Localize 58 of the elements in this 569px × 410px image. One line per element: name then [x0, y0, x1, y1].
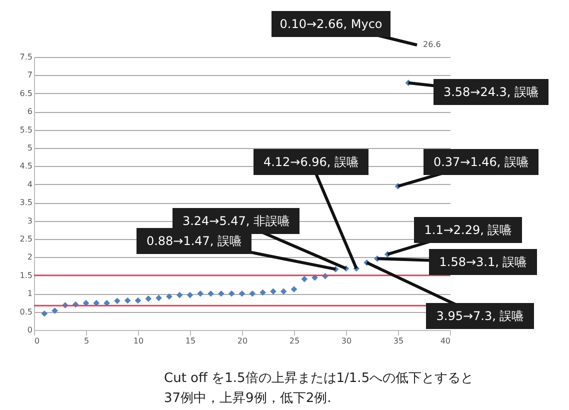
y-tick-label: 0.5 [20, 307, 32, 316]
x-tick-label: 25 [289, 336, 300, 346]
y-tick-label: 5.5 [20, 125, 32, 134]
text: 26.6 [423, 40, 441, 49]
x-tick-label: 30 [341, 336, 352, 346]
point [166, 293, 172, 300]
annotation: 0.37→1.46, 誤嚥 [433, 155, 529, 169]
text: 0.10→2.66, Myco [280, 17, 382, 31]
x-tick-label: 20 [237, 336, 248, 346]
point [114, 298, 120, 304]
point [145, 296, 152, 302]
annotation: 3.24→5.47, 非誤嚥 [182, 214, 290, 228]
y-tick-label: 5 [27, 144, 32, 152]
point [208, 290, 214, 297]
y-tick-label: 4 [27, 180, 32, 189]
point [301, 276, 308, 282]
y-tick-label: 2 [27, 252, 32, 262]
y-tick-label: 6.5 [20, 88, 32, 98]
point [134, 297, 142, 304]
y-tick-label: 1.5 [20, 270, 32, 280]
annotation: 1.1→2.29, 誤嚥 [424, 223, 512, 237]
annotation: 1.58→3.1, 誤嚥 [439, 255, 527, 269]
point [156, 294, 162, 302]
annotation: 4.12→6.96, 誤嚥 [263, 155, 359, 169]
x-tick-label: 5 [84, 336, 90, 346]
text: 37例中，上昇9例，低下2例. [164, 391, 332, 406]
x-tick-label: 35 [393, 336, 404, 346]
x-tick-label: 0 [34, 336, 40, 346]
point [124, 297, 131, 304]
y-tick-label: 0 [27, 326, 32, 334]
annotation: 0.88→1.47, 誤嚥 [146, 234, 242, 248]
point [218, 290, 224, 297]
point [238, 290, 246, 297]
point [260, 289, 266, 296]
annotation: 3.58→24.3, 誤嚥 [443, 85, 539, 99]
text: Cut off を1.5倍の上昇または1/1.5への低下とすると [164, 371, 474, 386]
y-tick-label: 2.5 [20, 234, 32, 244]
y-tick-label: 3.5 [20, 198, 32, 208]
y-tick-label: 6 [27, 107, 32, 116]
y-tick-label: 7.5 [20, 52, 32, 62]
point [52, 308, 58, 314]
y-tick-label: 3 [27, 216, 32, 226]
point [280, 288, 287, 295]
x-tick-label: 15 [185, 336, 196, 346]
y-tick-label: 7 [27, 70, 32, 80]
x-tick-label: 40 [440, 336, 450, 346]
point [197, 290, 204, 297]
y-tick-label: 1 [27, 289, 32, 298]
point [186, 292, 194, 298]
point [290, 286, 298, 292]
point [249, 290, 256, 297]
point [176, 292, 183, 298]
x-tick-label: 10 [133, 336, 144, 346]
annotation: 3.95→7.3, 誤嚥 [436, 309, 524, 323]
point [41, 310, 48, 317]
point [270, 288, 276, 295]
y-tick-label: 4.5 [20, 162, 32, 171]
point [228, 290, 235, 297]
